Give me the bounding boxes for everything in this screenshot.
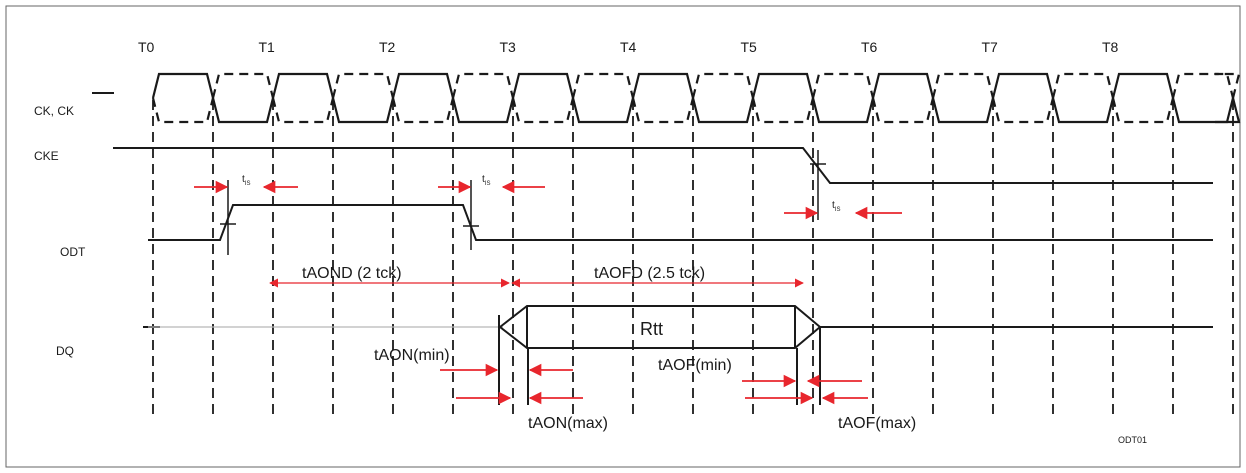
ck-bar-high-segment [571, 72, 635, 99]
dq-label: DQ [56, 344, 74, 358]
ck-high-segment [751, 72, 815, 99]
clock-label: T7 [982, 39, 999, 55]
ck-bar-high-segment [1051, 72, 1115, 99]
tis-label-1: tIS [242, 174, 250, 187]
ck-bar-low-segment [631, 97, 695, 124]
ck-low-segment [1051, 97, 1115, 124]
ck-bar-high-segment [451, 72, 515, 99]
ck-bar-low-segment [871, 97, 935, 124]
ck-high-segment [151, 72, 215, 99]
ck-bar-high-segment [931, 72, 995, 99]
ck-bar-low-segment [271, 97, 335, 124]
ck-high-segment [1111, 72, 1175, 99]
ck-low-segment [451, 97, 515, 124]
clock-label: T6 [861, 39, 878, 55]
ck-high-segment [871, 72, 935, 99]
ck-waveform [151, 72, 1241, 124]
ck-high-segment [631, 72, 695, 99]
odt-label: ODT [60, 245, 86, 259]
ck-high-segment [511, 72, 575, 99]
ck-high-segment [991, 72, 1055, 99]
ck-low-segment [331, 97, 395, 124]
cke-label: CKE [34, 149, 59, 163]
ck-bar-low-segment [151, 97, 215, 124]
taon-min-label: tAON(min) [374, 347, 450, 364]
ck-bar-high-segment [811, 72, 875, 99]
ck-low-segment [691, 97, 755, 124]
ck-low-segment [811, 97, 875, 124]
clock-label: T5 [741, 39, 758, 55]
ck-low-segment [931, 97, 995, 124]
tis-label-3: tIS [832, 200, 840, 213]
ck-tail-segment [1215, 97, 1241, 124]
clock-guide-lines [152, 100, 1234, 420]
ck-bar-low-segment [391, 97, 455, 124]
tis-label-2: tIS [482, 174, 490, 187]
ck-bar-low-segment [511, 97, 575, 124]
clock-label: T3 [500, 39, 517, 55]
clock-label: T8 [1102, 39, 1119, 55]
ck-label: CK, CK [34, 104, 74, 118]
clock-label: T1 [259, 39, 276, 55]
ck-high-segment [271, 72, 335, 99]
taof-max-label: tAOF(max) [838, 415, 916, 432]
clock-labels: T0 T1 T2 T3 T4 T5 T6 T7 T8 [138, 39, 1119, 55]
clock-label: T0 [138, 39, 155, 55]
ck-bar-low-segment [751, 97, 815, 124]
figure-border [5, 5, 1241, 468]
ck-low-segment [1171, 97, 1235, 124]
ck-bar-high-segment [211, 72, 275, 99]
clock-label: T4 [620, 39, 637, 55]
ck-low-segment [211, 97, 275, 124]
taofd-label: tAOFD (2.5 tck) [594, 265, 705, 282]
ck-low-segment [571, 97, 635, 124]
ck-bar-high-segment [331, 72, 395, 99]
figure-id: ODT01 [1118, 435, 1147, 445]
cke-waveform [113, 147, 1213, 184]
taon-max-label: tAON(max) [528, 415, 608, 432]
ck-tail-segment [1215, 72, 1241, 99]
taof-min-label: tAOF(min) [658, 357, 732, 374]
taond-label: tAOND (2 tck) [302, 265, 402, 282]
rtt-label: Rtt [640, 319, 663, 339]
ck-bar-low-segment [1111, 97, 1175, 124]
ck-bar-high-segment [1171, 72, 1235, 99]
clock-label: T2 [379, 39, 396, 55]
odt-waveform [148, 204, 1213, 241]
ck-bar-high-segment [691, 72, 755, 99]
ck-bar-low-segment [991, 97, 1055, 124]
ck-high-segment [391, 72, 455, 99]
